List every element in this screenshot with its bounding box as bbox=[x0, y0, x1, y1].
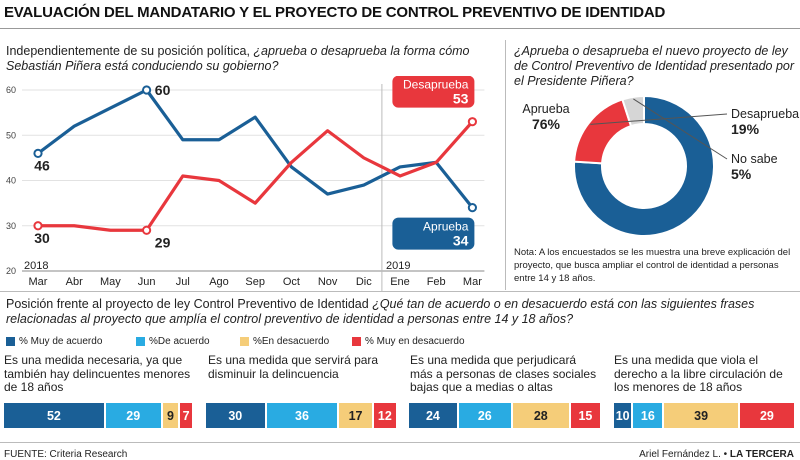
legend-swatch bbox=[240, 337, 249, 346]
bar-segment-muy-de-acuerdo: 30 bbox=[206, 403, 267, 428]
statement-2: Es una medida que servirá para disminuir… bbox=[208, 353, 379, 381]
section-rule bbox=[0, 291, 800, 292]
pie-value: 19% bbox=[731, 121, 760, 137]
data-point-marker bbox=[142, 225, 152, 235]
pie-label: Aprueba bbox=[522, 102, 569, 116]
x-tick-label: Oct bbox=[283, 276, 300, 288]
data-point-marker bbox=[142, 85, 152, 95]
bar-segment-muy-de-acuerdo: 24 bbox=[409, 403, 459, 428]
legend-swatch bbox=[136, 337, 145, 346]
line-chart-question: Independientemente de su posición políti… bbox=[6, 44, 470, 73]
year-label: 2019 bbox=[386, 260, 410, 272]
title-rule bbox=[0, 28, 800, 29]
legend-label: % Muy de acuerdo bbox=[19, 336, 103, 347]
legend-swatch bbox=[6, 337, 15, 346]
pie-slice-no-sabe bbox=[621, 94, 645, 128]
bar-segment-en-desacuerdo: 9 bbox=[162, 403, 181, 428]
end-badge-label: Desaprueba bbox=[403, 78, 469, 92]
end-badge-box bbox=[392, 217, 475, 250]
legend-label: % Muy en desacuerdo bbox=[365, 336, 465, 347]
bar-segment-de-acuerdo: 16 bbox=[633, 403, 665, 428]
data-point-marker bbox=[467, 117, 477, 127]
survey-note: Nota: A los encuestados se les muestra u… bbox=[514, 247, 791, 284]
bar-segment-muy-en-desacuerdo: 15 bbox=[570, 403, 602, 428]
x-tick-label: Jul bbox=[176, 276, 190, 288]
x-tick-label: Abr bbox=[66, 276, 83, 288]
data-point-marker bbox=[33, 148, 43, 158]
year-label: 2018 bbox=[24, 260, 48, 272]
statement-3: Es una medida que perjudicará más a pers… bbox=[410, 353, 597, 394]
end-badge-value: 53 bbox=[453, 91, 469, 107]
x-tick-label: Dic bbox=[356, 276, 372, 288]
pie-leader-line bbox=[590, 113, 728, 125]
bar-segment-muy-de-acuerdo: 10 bbox=[614, 403, 634, 428]
legend-item-en-desacuerdo: %En desacuerdo bbox=[240, 336, 329, 347]
pie-value: 5% bbox=[731, 166, 752, 182]
pie-slice-desaprueba bbox=[573, 98, 633, 165]
data-label: 29 bbox=[155, 234, 171, 250]
x-tick-label: Ene bbox=[390, 276, 410, 288]
data-point-marker bbox=[467, 203, 477, 213]
x-tick-label: Feb bbox=[427, 276, 446, 288]
bar-segment-en-desacuerdo: 17 bbox=[339, 403, 374, 428]
y-tick-label: 20 bbox=[6, 266, 16, 276]
pie-label: Desaprueba bbox=[731, 107, 799, 121]
stacked-bar-3: 24 26 28 15 bbox=[409, 403, 602, 428]
data-label: 30 bbox=[34, 230, 50, 246]
stacked-bar-1: 52 29 9 7 bbox=[4, 403, 194, 428]
x-tick-label: May bbox=[100, 276, 121, 288]
data-point-marker bbox=[33, 221, 43, 231]
legend-item-muy-de-acuerdo: % Muy de acuerdo bbox=[6, 336, 102, 347]
data-label: 60 bbox=[155, 82, 171, 98]
bar-segment-muy-en-desacuerdo: 12 bbox=[373, 403, 398, 428]
end-badge-label: Aprueba bbox=[423, 220, 469, 234]
x-tick-label: Sep bbox=[245, 276, 265, 288]
y-tick-label: 50 bbox=[6, 130, 16, 140]
x-tick-label: Ago bbox=[209, 276, 229, 288]
statements-question: Posición frente al proyecto de ley Contr… bbox=[6, 297, 755, 326]
approval-line-chart: 20 30 40 50 60 Mar Abr May Jun Jul Ago Sep Oct Nov Dic… bbox=[6, 76, 485, 292]
bar-segment-de-acuerdo: 36 bbox=[266, 403, 340, 428]
bar-segment-muy-en-desacuerdo: 7 bbox=[180, 403, 194, 428]
panel-divider bbox=[505, 40, 506, 290]
end-badge-box bbox=[392, 76, 475, 108]
legend-label: %De acuerdo bbox=[149, 336, 210, 347]
y-tick-label: 60 bbox=[6, 85, 16, 95]
bar-segment-en-desacuerdo: 28 bbox=[512, 403, 571, 428]
series-line-aprueba bbox=[37, 88, 474, 209]
x-tick-label: Nov bbox=[318, 276, 338, 288]
bar-segment-en-desacuerdo: 39 bbox=[664, 403, 740, 428]
legend-item-de-acuerdo: %De acuerdo bbox=[136, 336, 210, 347]
pie-label: No sabe bbox=[731, 152, 778, 166]
series-line-desaprueba bbox=[38, 120, 474, 232]
bar-segment-muy-de-acuerdo: 52 bbox=[4, 403, 106, 428]
data-label: 46 bbox=[34, 157, 50, 173]
legend-item-muy-en-desacuerdo: % Muy en desacuerdo bbox=[352, 336, 465, 347]
stacked-bar-2: 30 36 17 12 bbox=[206, 403, 398, 428]
x-tick-label: Mar bbox=[29, 276, 48, 288]
end-badge-value: 34 bbox=[453, 233, 469, 249]
bar-segment-de-acuerdo: 26 bbox=[458, 403, 513, 428]
main-title: EVALUACIÓN DEL MANDATARIO Y EL PROYECTO … bbox=[4, 4, 666, 21]
statement-4: Es una medida que viola el derecho a la … bbox=[614, 353, 783, 394]
source-note: FUENTE: Criteria Research bbox=[4, 449, 128, 460]
footer-rule bbox=[0, 442, 800, 443]
pie-chart-question: ¿Aprueba o desaprueba el nuevo proyecto … bbox=[514, 44, 795, 88]
credit: Ariel Fernández L. • LA TERCERA bbox=[639, 449, 794, 460]
x-tick-label: Jun bbox=[138, 276, 156, 288]
y-tick-label: 40 bbox=[6, 176, 16, 186]
legend-swatch bbox=[352, 337, 361, 346]
pie-leader-line bbox=[633, 98, 728, 160]
bar-segment-de-acuerdo: 29 bbox=[105, 403, 163, 428]
stacked-bar-4: 10 16 39 29 bbox=[614, 403, 796, 428]
y-tick-label: 30 bbox=[6, 221, 16, 231]
x-tick-label: Mar bbox=[463, 276, 482, 288]
bar-segment-muy-en-desacuerdo: 29 bbox=[739, 403, 796, 428]
pie-slice-aprueba bbox=[573, 94, 715, 237]
legend-label: %En desacuerdo bbox=[253, 336, 330, 347]
statement-1: Es una medida necesaria, ya que también … bbox=[4, 353, 191, 394]
pie-value: 76% bbox=[532, 116, 561, 132]
